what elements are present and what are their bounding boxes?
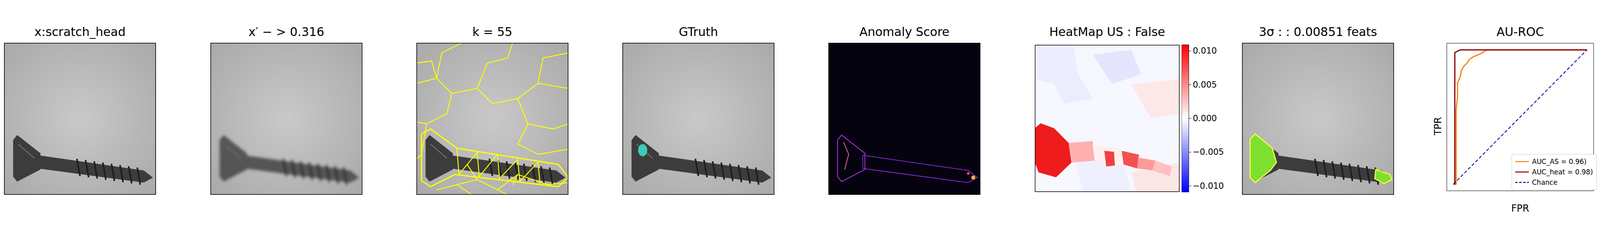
- html-text:x′ − > 0.316: x′ − > 0.316: [248, 24, 325, 39]
- svg-text:0.000: 0.000: [1192, 113, 1217, 124]
- html-text:Anomaly Score: Anomaly Score: [859, 24, 950, 39]
- html-text:AU-ROC: AU-ROC: [1496, 24, 1544, 39]
- html-text:HeatMap US : False: HeatMap US : False: [1049, 24, 1166, 39]
- html-text:3σ : : 0.00851 feats: 3σ : : 0.00851 feats: [1258, 24, 1378, 39]
- svg-text:FPR: FPR: [1511, 202, 1530, 214]
- svg-text:0.005: 0.005: [1192, 80, 1217, 90]
- html-text:GTruth: GTruth: [678, 24, 719, 39]
- html-text:AUC_AS = 0.96): AUC_AS = 0.96): [1532, 157, 1587, 166]
- html-text:AUC_heat = 0.98): AUC_heat = 0.98): [1532, 168, 1593, 176]
- html-text:Chance: Chance: [1532, 178, 1558, 187]
- html-text:x:scratch_head: x:scratch_head: [34, 24, 126, 39]
- svg-text:0.010: 0.010: [1192, 46, 1217, 56]
- svg-text:TPR: TPR: [1432, 117, 1444, 136]
- svg-text:−0.010: −0.010: [1192, 181, 1224, 191]
- svg-text:−0.005: −0.005: [1192, 147, 1224, 157]
- html-text:k = 55: k = 55: [472, 24, 513, 39]
